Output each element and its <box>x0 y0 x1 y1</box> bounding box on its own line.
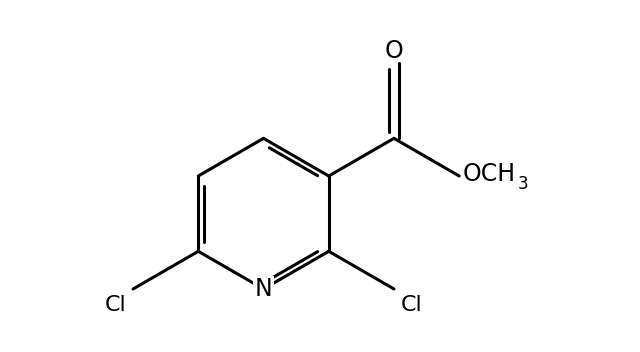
Text: N: N <box>255 277 273 301</box>
Text: OCH: OCH <box>463 163 516 187</box>
Text: O: O <box>385 39 403 63</box>
Text: 3: 3 <box>518 175 529 193</box>
Text: Cl: Cl <box>401 295 422 315</box>
Text: Cl: Cl <box>105 295 127 315</box>
